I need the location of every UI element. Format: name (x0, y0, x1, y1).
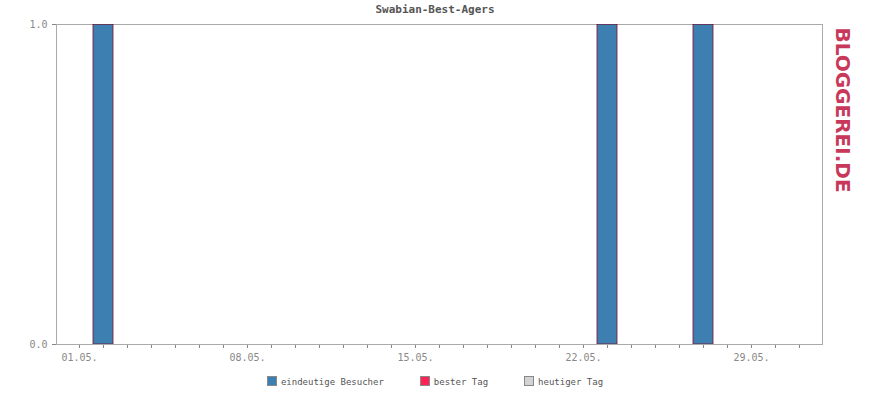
html-text:bester Tag: bester Tag (433, 377, 488, 387)
svg-text:15.05.: 15.05. (397, 352, 433, 363)
svg-text:29.05.: 29.05. (733, 352, 769, 363)
html-text:BLOGGEREI.DE: BLOGGEREI.DE (831, 27, 855, 193)
svg-text:22.05.: 22.05. (565, 352, 601, 363)
svg-text:1.0: 1.0 (29, 20, 47, 30)
svg-text:0.0: 0.0 (29, 339, 47, 350)
svg-text:01.05.: 01.05. (61, 352, 97, 363)
html-text:eindeutige Besucher: eindeutige Besucher (280, 377, 384, 387)
html-text:Swabian-Best-Agers: Swabian-Best-Agers (375, 3, 495, 16)
svg-text:08.05.: 08.05. (229, 352, 265, 363)
html-text:heutiger Tag: heutiger Tag (538, 377, 604, 387)
